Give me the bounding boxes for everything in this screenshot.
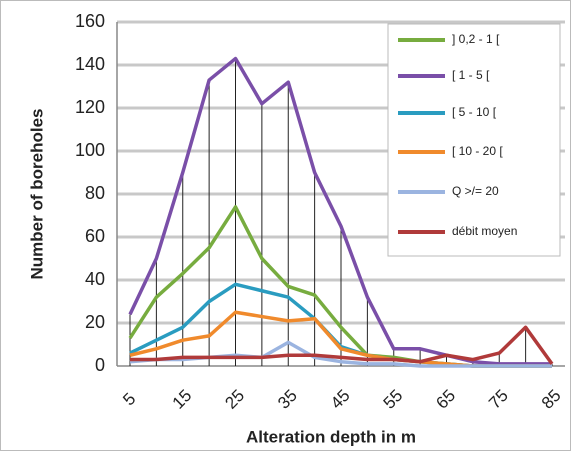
- legend-label: ] 0,2 - 1 [: [452, 32, 500, 46]
- legend-label: Q >/= 20: [452, 184, 499, 198]
- series-line: [128, 56, 552, 366]
- legend-box: [387, 23, 561, 257]
- y-tick-label: 40: [85, 269, 105, 289]
- y-tick-label: 100: [75, 140, 105, 160]
- y-tick-label: 160: [75, 11, 105, 31]
- y-tick-label: 0: [95, 355, 105, 375]
- y-tick-label: 80: [85, 183, 105, 203]
- series-line: [130, 325, 554, 365]
- legend-label: [ 5 - 10 [: [452, 105, 497, 119]
- y-tick-label: 20: [85, 312, 105, 332]
- legend-label: [ 1 - 5 [: [452, 68, 490, 82]
- y-tick-label: 140: [75, 54, 105, 74]
- y-tick-label: 60: [85, 226, 105, 246]
- y-axis-title: Number of boreholes: [27, 109, 46, 280]
- legend-label: débit moyen: [452, 224, 517, 238]
- legend-label: [ 10 - 20 [: [452, 144, 503, 158]
- y-tick-label: 120: [75, 97, 105, 117]
- x-axis-title: Alteration depth in m: [246, 427, 416, 446]
